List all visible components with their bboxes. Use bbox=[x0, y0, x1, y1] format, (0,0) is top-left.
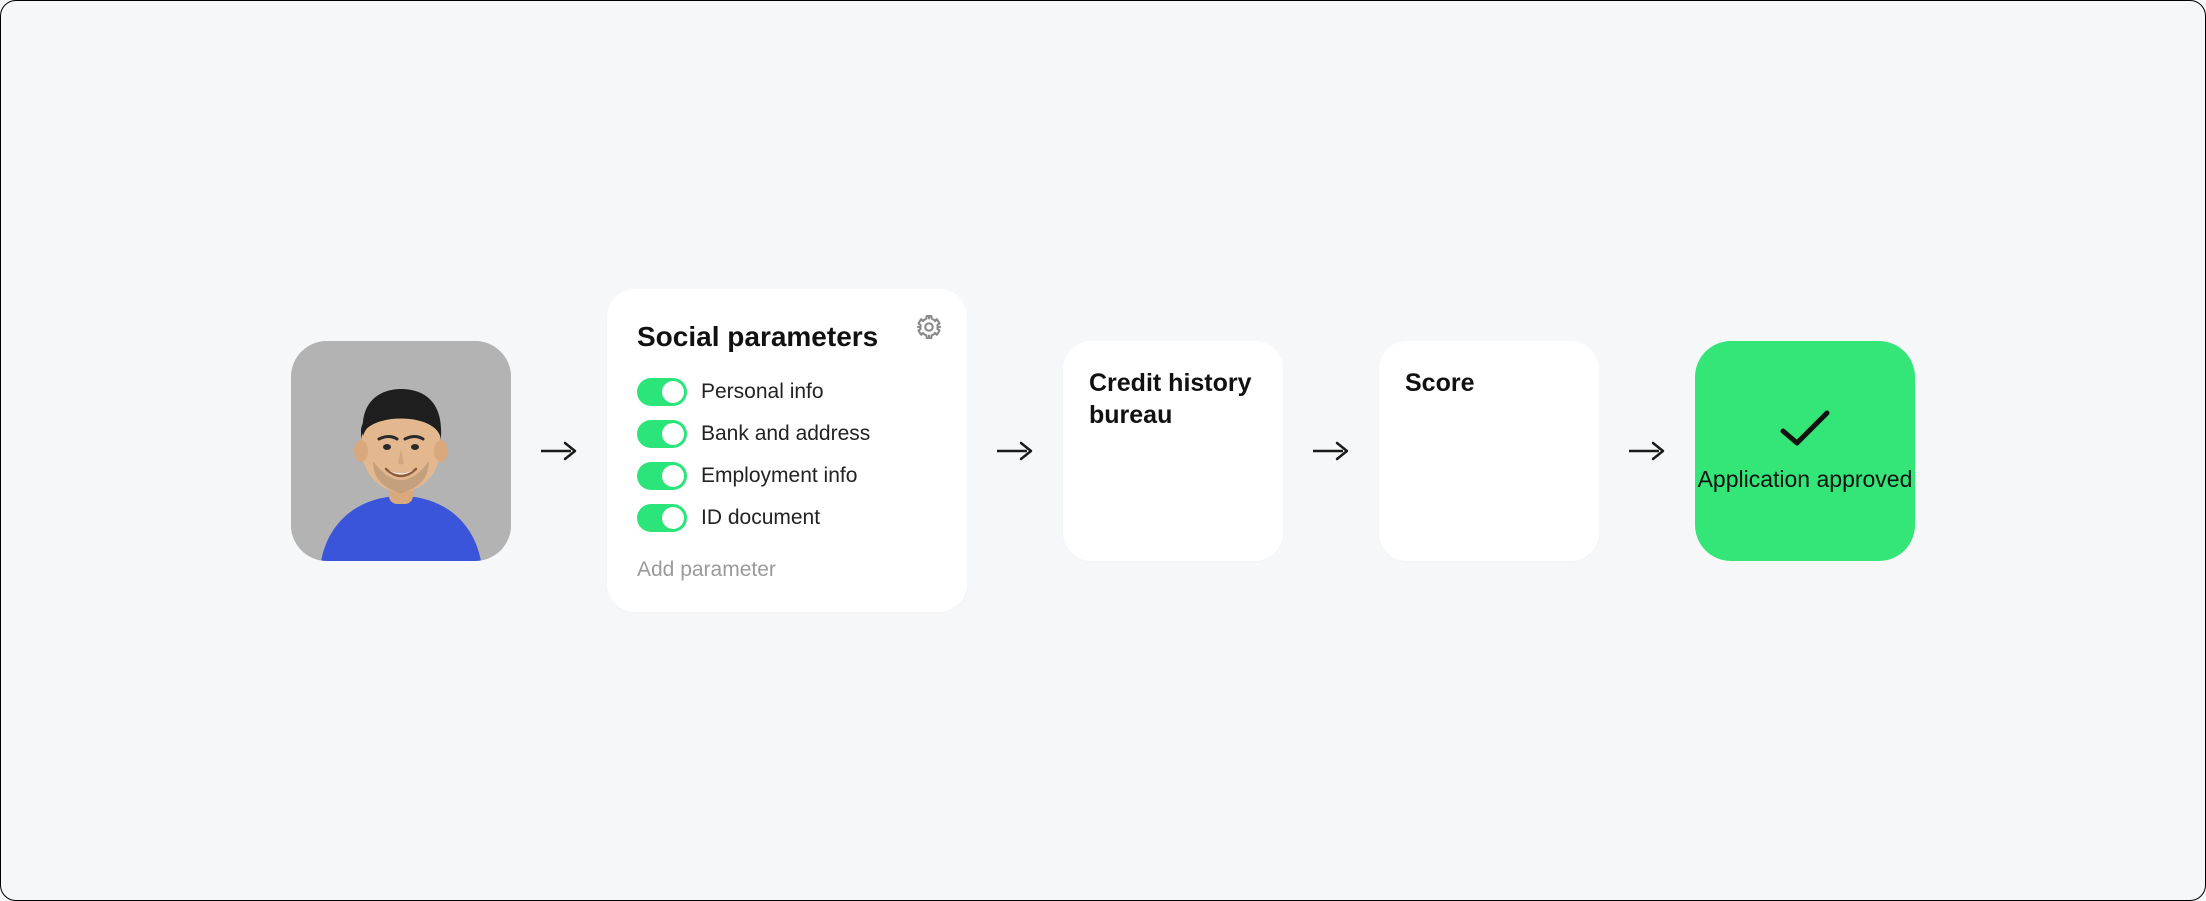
params-card-title: Social parameters bbox=[637, 319, 937, 354]
person-avatar-icon bbox=[291, 341, 511, 561]
check-icon bbox=[1777, 407, 1833, 451]
toggle-label: Bank and address bbox=[701, 422, 870, 446]
toggle-label: Employment info bbox=[701, 464, 857, 488]
toggle-row: Bank and address bbox=[637, 420, 937, 448]
toggle-row: Personal info bbox=[637, 378, 937, 406]
toggle-personal-info[interactable] bbox=[637, 378, 687, 406]
credit-history-card: Credit history bureau bbox=[1063, 341, 1283, 561]
credit-card-title: Credit history bureau bbox=[1089, 367, 1257, 432]
add-parameter-button[interactable]: Add parameter bbox=[637, 558, 937, 582]
toggle-id-document[interactable] bbox=[637, 504, 687, 532]
avatar-card bbox=[291, 341, 511, 561]
toggle-employment[interactable] bbox=[637, 462, 687, 490]
toggle-label: Personal info bbox=[701, 380, 824, 404]
social-parameters-card: Social parameters Personal info Bank and… bbox=[607, 289, 967, 612]
approved-label: Application approved bbox=[1698, 465, 1913, 495]
arrow-icon bbox=[1311, 439, 1351, 463]
arrow-icon bbox=[539, 439, 579, 463]
toggle-label: ID document bbox=[701, 506, 820, 530]
score-card: Score bbox=[1379, 341, 1599, 561]
gear-icon[interactable] bbox=[915, 313, 943, 341]
toggle-row: ID document bbox=[637, 504, 937, 532]
approved-card: Application approved bbox=[1695, 341, 1915, 561]
toggle-list: Personal info Bank and address Employmen… bbox=[637, 378, 937, 532]
arrow-icon bbox=[995, 439, 1035, 463]
score-card-title: Score bbox=[1405, 367, 1573, 400]
toggle-bank-address[interactable] bbox=[637, 420, 687, 448]
arrow-icon bbox=[1627, 439, 1667, 463]
flow-diagram: Social parameters Personal info Bank and… bbox=[291, 289, 1915, 612]
toggle-row: Employment info bbox=[637, 462, 937, 490]
